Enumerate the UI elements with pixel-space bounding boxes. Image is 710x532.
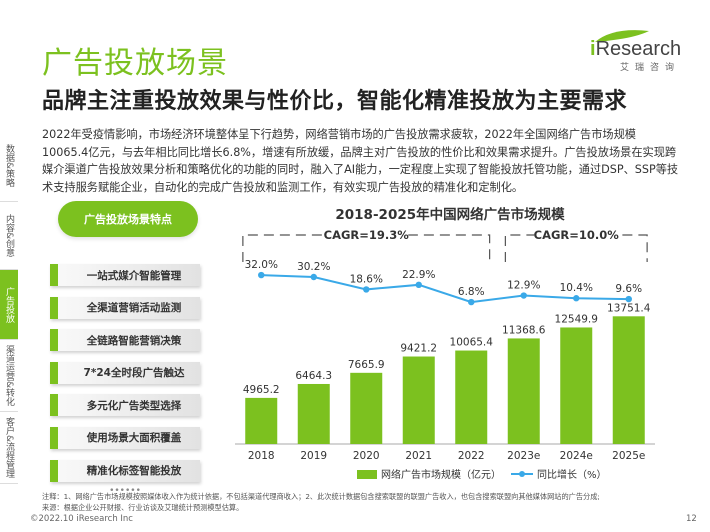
x-tick-label: 2023e [507, 450, 540, 462]
feature-text: 多元化广告类型选择 [86, 399, 182, 412]
growth-value-label: 12.9% [507, 280, 540, 292]
features-more-dots: •••••• [109, 486, 141, 497]
bar-2024e [560, 327, 593, 444]
growth-point-2018 [258, 271, 265, 279]
page-title: 广告投放场景 [42, 46, 228, 81]
bar-2022 [455, 350, 488, 444]
growth-value-label: 6.8% [458, 286, 485, 298]
logo-word: iResearch [590, 38, 682, 61]
intro-paragraph: 2022年受疫情影响，市场经济环境整体呈下行趋势，网络营销市场的广告投放需求疲软… [42, 128, 679, 194]
legend-line-label: 同比增长（%） [537, 468, 607, 481]
chart-title: 2018-2025年中国网络广告市场规模 [335, 207, 565, 223]
bar-value-label: 12549.9 [555, 313, 598, 325]
cagr-label-bg [534, 228, 619, 242]
bar-2021 [402, 356, 435, 444]
bar-value-label: 7665.9 [348, 359, 385, 371]
bar-value-label: 6464.3 [295, 370, 332, 382]
feature-tab-marker [50, 394, 58, 417]
feature-text: 全渠道营销活动监测 [86, 302, 182, 315]
source-text: 来源：根据企业公开财报、行业访谈及艾瑞统计预测模型估算。 [42, 503, 244, 512]
feature-tab-marker [50, 329, 58, 352]
bar-2018 [245, 397, 278, 444]
growth-point-2020 [363, 286, 370, 293]
feature-text: 7*24全时段广告触达 [83, 367, 185, 380]
feature-item: 使用场景大面积覆盖 [50, 426, 200, 449]
legend-line-marker [519, 471, 525, 477]
feature-item: 一站式媒介智能管理 [50, 264, 200, 286]
feature-item: 精准化标签智能投放 [50, 459, 200, 482]
logo-leaf-icon [595, 30, 649, 42]
note-text: 注释：1、网络广告市场规模按照媒体收入作为统计依据，不包括渠道代理商收入；2、此… [42, 492, 600, 501]
side-tab-data-strategy[interactable]: 数据&策略 [0, 130, 18, 202]
bar-2023e [507, 338, 540, 444]
growth-point-2023e [520, 292, 527, 299]
feature-tab-marker [50, 426, 58, 449]
side-tab-channel-operation[interactable]: 渠道运营&转化 [0, 340, 18, 412]
feature-tab-marker [50, 296, 58, 319]
copyright: ©2022.10 iResearch Inc [30, 514, 133, 524]
bar-value-label: 11368.6 [502, 324, 546, 336]
bar-value-label: 10065.4 [450, 337, 494, 349]
side-navigation: 数据&策略 内容&创意 广告投放 渠道运营&转化 客户&流程管理 [0, 130, 18, 484]
growth-point-2024e [573, 295, 580, 302]
feature-item: 全渠道营销活动监测 [50, 296, 200, 319]
growth-value-label: 10.4% [560, 282, 593, 294]
x-tick-label: 2025e [612, 450, 645, 462]
page-subtitle: 品牌主注重投放效果与性价比，智能化精准投放为主要需求 [42, 89, 628, 114]
feature-text: 全链路智能营销决策 [86, 334, 182, 347]
iresearch-logo: iResearch 艾瑞咨询 [590, 38, 682, 82]
logo-brand: Research [595, 38, 682, 60]
side-tab-content-creative[interactable]: 内容&创意 [0, 202, 18, 270]
growth-point-2022 [468, 298, 475, 306]
x-tick-label: 2022 [458, 450, 485, 462]
feature-item: 7*24全时段广告触达 [50, 361, 200, 384]
page-number: 12 [686, 514, 697, 524]
growth-value-label: 18.6% [350, 273, 383, 285]
market-size-chart: CAGR=19.3% CAGR=10.0% 4965.2 2018 6464.3 2019… [235, 228, 655, 481]
growth-value-label: 22.9% [402, 269, 435, 281]
x-tick-label: 2021 [405, 450, 432, 462]
x-tick-label: 2018 [248, 450, 275, 462]
x-tick-label: 2019 [300, 450, 327, 462]
bar-2019 [297, 383, 330, 444]
cagr-label: CAGR=10.0% [534, 228, 620, 242]
growth-point-2019 [310, 273, 317, 281]
features-list: 一站式媒介智能管理 全渠道营销活动监测 全链路智能营销决策 7*24全时段广告触… [50, 264, 200, 496]
bar-value-label: 4965.2 [243, 384, 280, 396]
feature-item: 多元化广告类型选择 [50, 394, 200, 417]
growth-value-label: 9.6% [615, 283, 642, 295]
feature-tab-marker [50, 361, 58, 384]
cagr-label: CAGR=19.3% [324, 228, 410, 242]
growth-point-2025e [625, 295, 632, 303]
growth-point-2021 [415, 281, 422, 289]
x-tick-label: 2020 [353, 450, 380, 462]
feature-item: 全链路智能营销决策 [50, 329, 200, 352]
chart-notes: 注释：1、网络广告市场规模按照媒体收入作为统计依据，不包括渠道代理商收入；2、此… [42, 491, 692, 513]
feature-tab-marker [50, 459, 58, 482]
feature-text: 一站式媒介智能管理 [86, 269, 182, 282]
growth-value-label: 30.2% [297, 261, 330, 273]
feature-tab-marker [50, 264, 58, 286]
logo-tagline: 艾瑞咨询 [619, 63, 680, 73]
side-tab-ad-delivery[interactable]: 广告投放 [0, 270, 18, 340]
bar-value-label: 13751.4 [607, 302, 651, 314]
growth-line [261, 274, 629, 304]
cagr-label-bg [324, 228, 409, 242]
feature-text: 精准化标签智能投放 [86, 465, 182, 478]
legend-bar-swatch [357, 470, 377, 479]
bar-value-label: 9421.2 [400, 343, 437, 355]
side-tab-customer-process[interactable]: 客户&流程管理 [0, 412, 18, 484]
x-tick-label: 2024e [560, 450, 593, 462]
bar-2025e [612, 316, 645, 444]
logo-i-mark: i [590, 38, 596, 60]
legend-bar-label: 网络广告市场规模（亿元） [381, 468, 501, 481]
features-header: 广告投放场景特点 [58, 201, 198, 237]
growth-value-label: 32.0% [245, 259, 278, 271]
bar-2020 [350, 372, 383, 444]
feature-text: 使用场景大面积覆盖 [86, 432, 182, 445]
